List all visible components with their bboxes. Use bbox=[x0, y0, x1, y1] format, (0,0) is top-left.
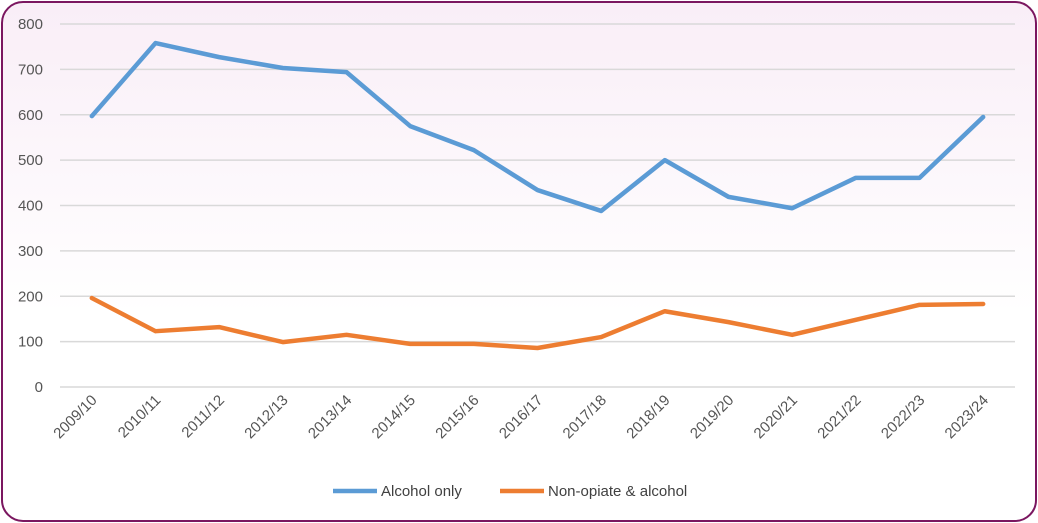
y-tick-label: 100 bbox=[18, 334, 43, 351]
y-tick-label: 0 bbox=[35, 379, 43, 396]
x-tick-label: 2019/20 bbox=[687, 392, 737, 442]
y-tick-label: 400 bbox=[18, 198, 43, 215]
x-tick-label: 2015/16 bbox=[432, 392, 482, 442]
x-tick-label: 2011/12 bbox=[178, 392, 228, 442]
x-tick-label: 2014/15 bbox=[369, 392, 419, 442]
x-tick-label: 2018/19 bbox=[623, 392, 673, 442]
y-tick-label: 500 bbox=[18, 152, 43, 169]
legend-label: Alcohol only bbox=[381, 483, 462, 500]
line-chart: 0 100 200 300 400 500 600 700 800 2009/10 2010/11 2… bbox=[18, 16, 1015, 500]
x-tick-label: 2021/22 bbox=[814, 392, 864, 442]
series-line-alcohol-only bbox=[89, 40, 986, 214]
y-tick-label: 800 bbox=[18, 16, 43, 33]
legend-label: Non-opiate & alcohol bbox=[548, 483, 687, 500]
x-tick-label: 2013/14 bbox=[305, 392, 355, 442]
x-tick-label: 2016/17 bbox=[496, 392, 546, 442]
y-tick-label: 600 bbox=[18, 107, 43, 124]
y-tick-label: 700 bbox=[18, 61, 43, 78]
x-tick-label: 2022/23 bbox=[878, 392, 928, 442]
x-tick-label: 2023/24 bbox=[942, 392, 992, 442]
x-tick-label: 2010/11 bbox=[115, 392, 165, 442]
x-tick-label: 2009/10 bbox=[50, 392, 100, 442]
x-tick-label: 2012/13 bbox=[241, 392, 291, 442]
series-line-non-opiate-alcohol bbox=[89, 295, 986, 351]
x-tick-label: 2020/21 bbox=[751, 392, 801, 442]
y-tick-label: 200 bbox=[18, 288, 43, 305]
x-tick-label: 2017/18 bbox=[560, 392, 610, 442]
y-tick-label: 300 bbox=[18, 243, 43, 260]
